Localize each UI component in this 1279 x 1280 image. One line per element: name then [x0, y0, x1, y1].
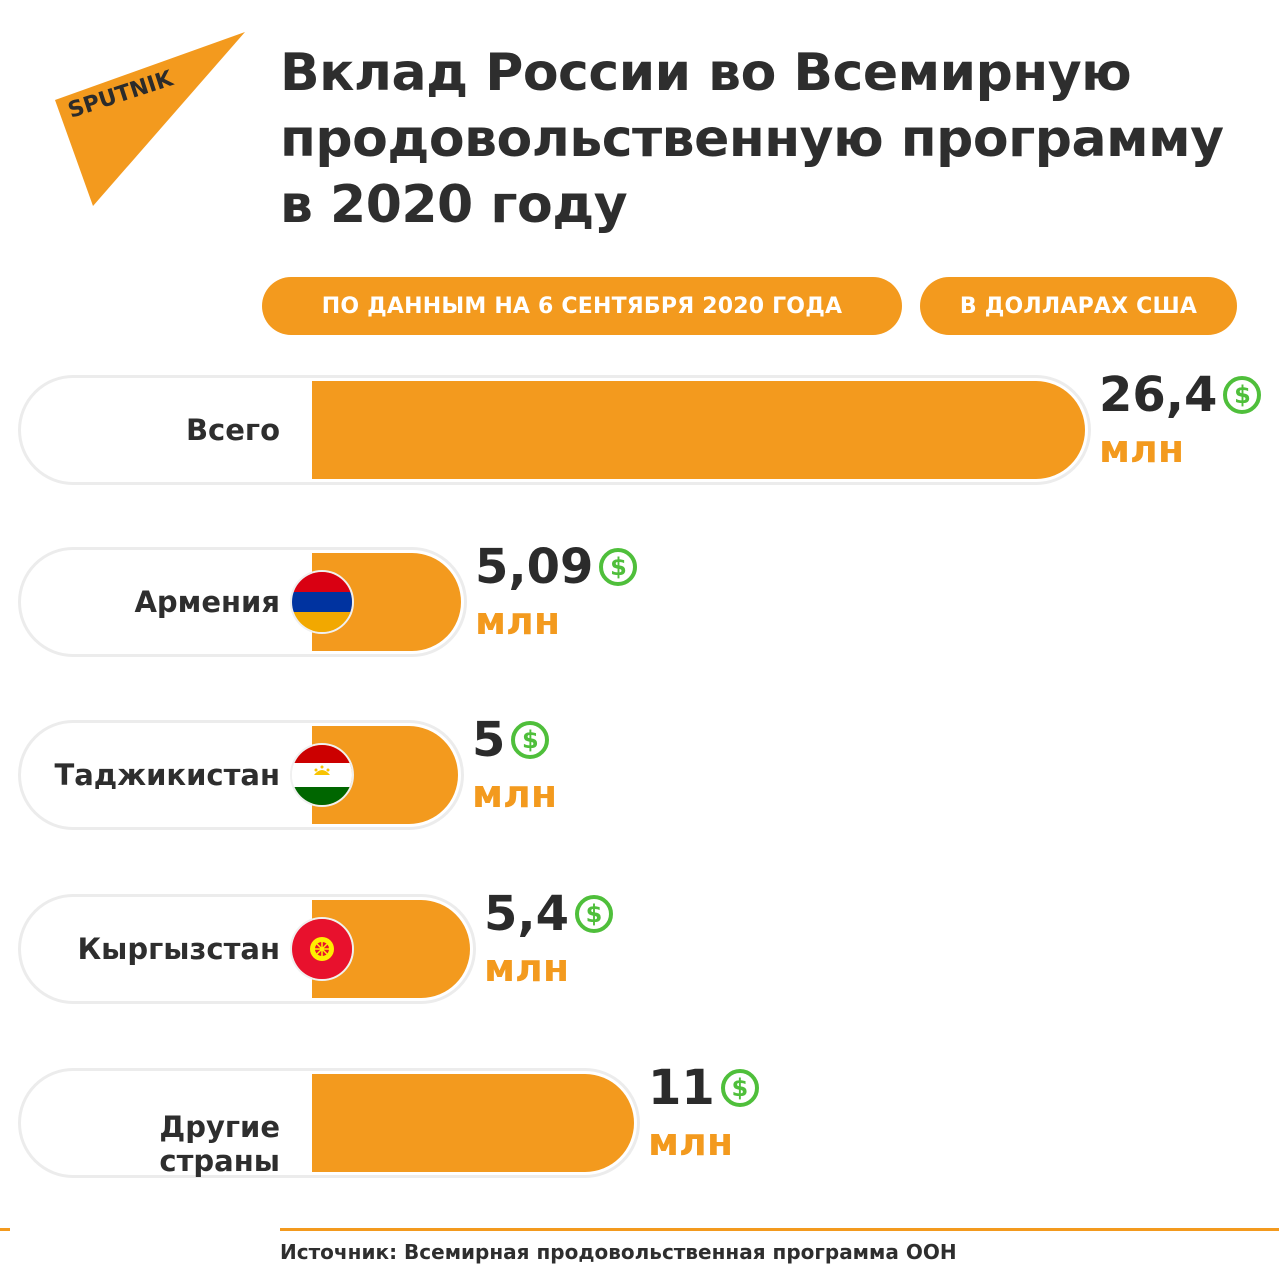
- unit-label: млн: [484, 946, 570, 990]
- date-badge: ПО ДАННЫМ НА 6 СЕНТЯБРЯ 2020 ГОДА: [262, 277, 902, 335]
- chart-row: Всего 26,4 $ млн: [0, 367, 1279, 495]
- unit-label: млн: [1099, 427, 1185, 471]
- kyrgyzstan-flag-icon: [290, 917, 354, 981]
- value-number: 11: [648, 1060, 715, 1116]
- chart-row: Таджикистан 5 $ млн: [0, 712, 1279, 840]
- unit-label: млн: [475, 599, 561, 643]
- category-label: Другие страны: [159, 1110, 280, 1178]
- category-label: Кыргызстан: [77, 932, 280, 966]
- dollar-icon: $: [1223, 376, 1262, 414]
- chart-row: Армения 5,09 $ млн: [0, 539, 1279, 667]
- dollar-icon: $: [599, 548, 638, 586]
- source-note: Источник: Всемирная продовольственная пр…: [280, 1240, 957, 1264]
- chart-row: Кыргызстан 5,4 $ млн: [0, 886, 1279, 1014]
- value-label: 5,4 $: [484, 886, 614, 942]
- category-label: Таджикистан: [54, 758, 280, 792]
- divider: [280, 1228, 1279, 1231]
- category-label: Всего: [185, 413, 280, 447]
- category-label: Армения: [134, 585, 280, 619]
- armenia-flag-icon: [290, 570, 354, 634]
- value-label: 5,09 $: [475, 539, 638, 595]
- chart-row: Другие страны 11 $ млн: [0, 1060, 1279, 1188]
- tajikistan-flag-icon: [290, 743, 354, 807]
- value-label: 11 $: [648, 1060, 759, 1116]
- value-number: 5,4: [484, 886, 570, 942]
- unit-label: млн: [648, 1120, 734, 1164]
- bar: [312, 381, 1085, 479]
- currency-badge: В ДОЛЛАРАХ США: [920, 277, 1237, 335]
- divider-left: [0, 1228, 10, 1231]
- value-number: 26,4: [1099, 367, 1218, 423]
- value-label: 5 $: [472, 712, 550, 768]
- sputnik-logo: SPUTNIK: [55, 32, 245, 206]
- dollar-icon: $: [720, 1069, 759, 1107]
- bar: [312, 1074, 634, 1172]
- value-label: 26,4 $: [1099, 367, 1262, 423]
- value-number: 5: [472, 712, 506, 768]
- dollar-icon: $: [511, 721, 550, 759]
- unit-label: млн: [472, 772, 558, 816]
- value-number: 5,09: [475, 539, 594, 595]
- page-title: Вклад России во Всемирную продовольствен…: [280, 43, 1224, 235]
- dollar-icon: $: [575, 895, 614, 933]
